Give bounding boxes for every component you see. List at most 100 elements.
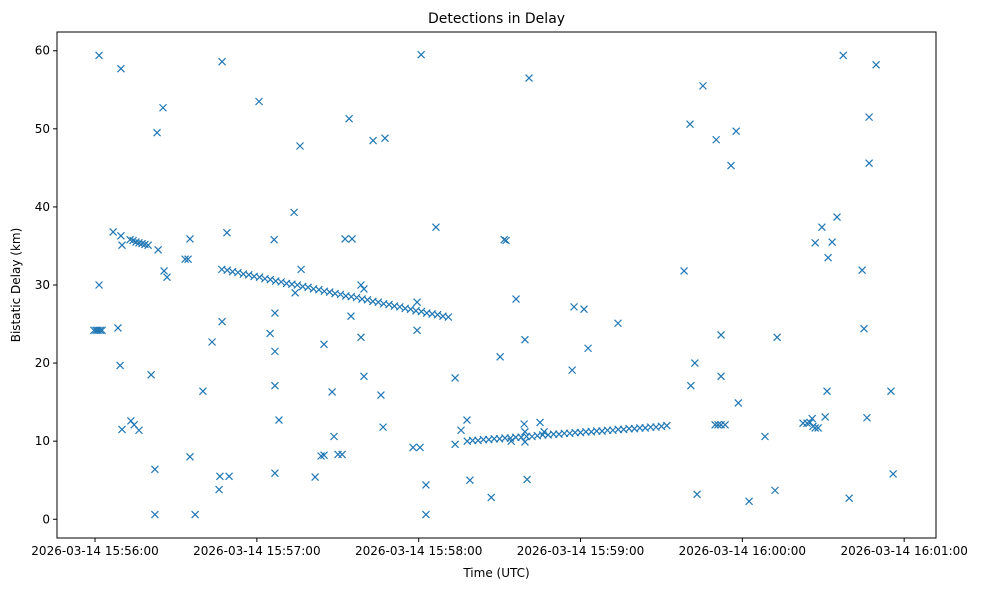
x-tick-label: 2026-03-14 15:59:00 <box>517 544 644 558</box>
data-point <box>771 486 779 495</box>
data-point <box>116 231 125 240</box>
data-point <box>95 281 103 289</box>
data-point <box>271 381 279 390</box>
data-point <box>275 416 283 425</box>
data-point <box>271 309 279 318</box>
data-point <box>811 238 820 247</box>
data-point <box>186 452 194 461</box>
data-point <box>502 236 510 245</box>
data-point <box>345 114 354 123</box>
data-point <box>293 281 302 289</box>
data-point <box>118 425 126 434</box>
data-point <box>116 361 125 370</box>
data-point <box>422 480 430 489</box>
data-point <box>184 255 193 264</box>
data-point <box>347 312 355 321</box>
data-point <box>457 426 465 435</box>
data-point <box>360 372 368 381</box>
data-point <box>690 359 699 368</box>
data-point <box>374 298 383 307</box>
y-tick-label: 30 <box>35 278 50 292</box>
data-point <box>395 302 404 311</box>
data-point <box>153 128 161 137</box>
x-tick-label: 2026-03-14 16:01:00 <box>840 544 967 558</box>
data-point <box>413 326 421 335</box>
data-point <box>823 387 831 396</box>
data-point <box>887 387 895 396</box>
data-point <box>814 423 823 432</box>
data-point <box>159 103 167 112</box>
data-point <box>699 81 707 90</box>
data-point <box>711 420 720 429</box>
data-point <box>416 443 424 452</box>
data-point <box>325 288 334 296</box>
data-point <box>614 319 622 328</box>
y-axis-label: Bistatic Delay (km) <box>9 228 23 343</box>
data-point <box>338 450 347 459</box>
data-point <box>150 465 159 474</box>
data-point <box>271 469 279 478</box>
data-point <box>451 373 460 382</box>
data-point <box>821 413 830 421</box>
y-axis: 0 10 20 30 40 50 60 <box>35 44 57 526</box>
data-point <box>444 313 453 321</box>
data-point <box>525 74 533 82</box>
data-point <box>357 281 365 289</box>
data-point <box>568 366 577 375</box>
y-tick-label: 60 <box>35 44 50 58</box>
data-point <box>163 273 171 282</box>
data-point <box>417 50 426 59</box>
data-point <box>154 245 163 254</box>
data-point <box>181 255 190 264</box>
data-point <box>865 113 874 122</box>
data-point <box>290 208 299 217</box>
plot-frame <box>56 31 937 539</box>
data-point <box>680 267 689 275</box>
data-point <box>244 270 253 279</box>
data-point <box>512 295 520 303</box>
x-axis-label: Time (UTC) <box>462 566 529 580</box>
data-point <box>218 317 226 326</box>
data-point <box>186 235 194 243</box>
y-tick-label: 50 <box>35 122 50 136</box>
data-point <box>717 331 725 339</box>
data-point <box>686 120 694 129</box>
data-point <box>223 266 232 275</box>
data-point <box>266 329 274 338</box>
data-point <box>865 159 874 168</box>
y-tick-label: 40 <box>35 200 50 214</box>
data-point <box>521 438 529 446</box>
data-point <box>833 213 841 221</box>
data-point <box>126 235 135 244</box>
data-point <box>422 510 430 519</box>
data-point <box>328 388 337 396</box>
data-point <box>773 333 782 342</box>
data-point <box>580 305 588 314</box>
data-point <box>369 136 378 145</box>
data-point <box>817 223 826 232</box>
data-point <box>500 235 509 244</box>
x-tick-label: 2026-03-14 15:58:00 <box>355 544 482 558</box>
data-point <box>714 420 722 429</box>
data-point <box>147 370 156 379</box>
chart-title: Detections in Delay <box>428 11 565 27</box>
data-point <box>95 51 103 60</box>
data-point <box>377 391 385 400</box>
data-point <box>734 398 743 407</box>
data-point <box>138 239 146 248</box>
data-point <box>234 268 242 277</box>
data-point <box>341 235 349 243</box>
data-point <box>381 134 389 143</box>
data-point <box>761 432 769 441</box>
data-point <box>417 307 426 316</box>
data-point <box>662 421 671 430</box>
data-point <box>451 440 460 449</box>
data-point <box>96 326 105 335</box>
data-point <box>872 60 881 69</box>
data-point <box>721 420 730 429</box>
data-point <box>215 485 224 494</box>
data-point <box>330 432 338 441</box>
data-point <box>218 57 226 66</box>
data-point <box>727 161 735 170</box>
data-point <box>266 275 275 284</box>
